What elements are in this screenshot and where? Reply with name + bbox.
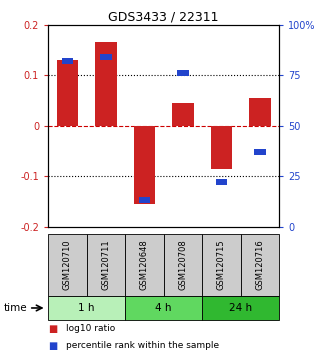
Bar [172, 103, 194, 126]
Text: ■: ■ [48, 341, 57, 350]
Text: GSM120648: GSM120648 [140, 239, 149, 290]
Bar [100, 54, 112, 60]
Text: time: time [3, 303, 27, 313]
Bar [202, 234, 241, 296]
Text: GSM120708: GSM120708 [178, 239, 187, 290]
Bar [216, 179, 227, 185]
Bar [125, 234, 164, 296]
Bar [164, 234, 202, 296]
Bar [134, 126, 155, 204]
Text: GSM120715: GSM120715 [217, 239, 226, 290]
Bar [139, 197, 150, 203]
Text: 1 h: 1 h [78, 303, 95, 313]
Bar [211, 126, 232, 169]
Bar [202, 296, 279, 320]
Bar [125, 296, 202, 320]
Bar [177, 70, 189, 76]
Text: 24 h: 24 h [229, 303, 252, 313]
Bar [48, 296, 125, 320]
Text: GSM120711: GSM120711 [101, 239, 110, 290]
Bar [87, 234, 125, 296]
Text: GSM120716: GSM120716 [256, 239, 265, 290]
Bar [95, 42, 117, 126]
Bar [62, 58, 73, 64]
Bar [249, 98, 271, 126]
Text: GSM120710: GSM120710 [63, 239, 72, 290]
Text: log10 ratio: log10 ratio [66, 324, 115, 333]
Bar [254, 149, 266, 155]
Title: GDS3433 / 22311: GDS3433 / 22311 [108, 11, 219, 24]
Text: 4 h: 4 h [155, 303, 172, 313]
Bar [57, 60, 78, 126]
Bar [48, 234, 87, 296]
Text: percentile rank within the sample: percentile rank within the sample [66, 341, 219, 350]
Text: ■: ■ [48, 324, 57, 334]
Bar [241, 234, 279, 296]
